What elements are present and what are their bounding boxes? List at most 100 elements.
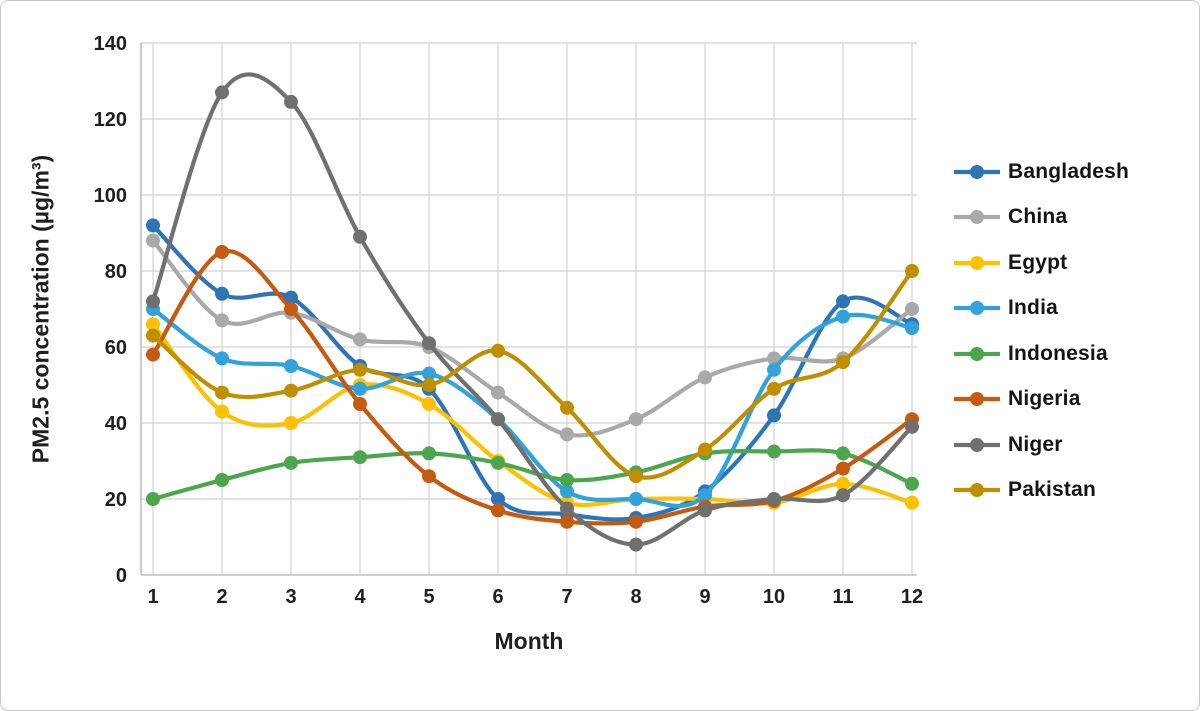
data-point-marker <box>767 351 781 366</box>
legend-label: Pakistan <box>1008 478 1096 502</box>
x-tick-label: 8 <box>630 586 641 608</box>
data-point-marker <box>491 412 505 427</box>
legend-item-indonesia: Indonesia <box>954 331 1129 377</box>
data-point-marker <box>629 412 643 427</box>
x-tick-label: 2 <box>216 586 227 608</box>
axis-lines <box>140 43 917 576</box>
data-point-marker <box>836 461 850 476</box>
data-point-marker <box>215 245 229 259</box>
data-point-marker <box>422 397 436 411</box>
data-point-marker <box>284 455 298 470</box>
data-point-marker <box>284 359 298 373</box>
x-tick-label: 12 <box>901 586 923 608</box>
data-point-marker <box>905 495 919 510</box>
data-point-marker <box>560 484 574 499</box>
data-point-marker <box>146 492 160 506</box>
data-point-marker <box>146 317 160 332</box>
legend-label: China <box>1008 205 1068 229</box>
series-niger <box>146 72 919 552</box>
legend-item-egypt: Egypt <box>954 240 1129 286</box>
data-point-marker <box>146 294 160 309</box>
y-tick-label: 60 <box>105 337 127 359</box>
data-point-marker <box>560 400 574 415</box>
data-point-marker <box>353 397 367 411</box>
x-tick-label: 3 <box>285 586 296 608</box>
data-point-marker <box>491 492 505 506</box>
data-point-marker <box>353 450 367 465</box>
x-tick-label: 5 <box>423 586 434 608</box>
data-point-marker <box>422 469 436 484</box>
data-point-marker <box>767 381 781 396</box>
data-point-marker <box>629 537 643 552</box>
x-tick-label: 9 <box>699 586 710 608</box>
series-india <box>146 302 919 509</box>
data-point-marker <box>146 347 160 362</box>
data-point-marker <box>491 455 505 470</box>
y-tick-label: 20 <box>105 489 127 511</box>
y-tick-label: 120 <box>94 109 127 131</box>
data-point-marker <box>767 492 781 506</box>
data-point-marker <box>353 381 367 396</box>
data-point-marker <box>491 385 505 400</box>
data-point-marker <box>353 229 367 244</box>
legend-swatch-icon <box>954 482 1000 498</box>
data-point-marker <box>284 383 298 398</box>
x-tick-label: 4 <box>354 586 366 608</box>
y-tick-label: 140 <box>94 33 127 55</box>
data-point-marker <box>836 488 850 503</box>
data-point-marker <box>146 218 160 233</box>
legend-item-bangladesh: Bangladesh <box>954 149 1129 195</box>
legend-item-niger: Niger <box>954 422 1129 468</box>
data-point-marker <box>284 416 298 430</box>
data-point-marker <box>146 328 160 343</box>
data-point-marker <box>629 514 643 529</box>
legend-item-nigeria: Nigeria <box>954 377 1129 423</box>
legend-label: Egypt <box>1008 250 1068 274</box>
series-line <box>150 306 915 509</box>
data-point-marker <box>353 332 367 347</box>
x-tick-label: 11 <box>832 586 853 608</box>
y-tick-label: 100 <box>94 185 127 207</box>
data-point-marker <box>284 94 298 109</box>
y-axis-title: PM2.5 concentration (µg/m³) <box>27 154 54 464</box>
data-point-marker <box>560 514 574 529</box>
data-point-marker <box>215 85 229 100</box>
y-tick-label: 0 <box>116 565 127 587</box>
series-line <box>150 238 915 438</box>
legend-item-china: China <box>954 195 1129 241</box>
legend-item-india: India <box>954 286 1129 332</box>
data-point-marker <box>767 362 781 377</box>
data-point-marker <box>284 290 298 305</box>
x-tick-label: 7 <box>561 586 572 608</box>
data-point-marker <box>767 408 781 423</box>
data-point-marker <box>905 476 919 491</box>
data-point-marker <box>215 385 229 400</box>
data-point-marker <box>560 473 574 487</box>
data-point-marker <box>215 351 229 366</box>
y-tick-label: 40 <box>105 413 127 435</box>
data-point-marker <box>698 370 712 385</box>
data-point-marker <box>284 302 298 316</box>
data-point-marker <box>422 336 436 351</box>
data-point-marker <box>560 427 574 442</box>
series-pakistan <box>146 264 919 484</box>
data-point-marker <box>629 469 643 484</box>
data-point-marker <box>836 446 850 461</box>
legend-label: India <box>1008 296 1059 320</box>
data-point-marker <box>905 419 919 434</box>
legend-swatch-icon <box>954 164 1000 180</box>
data-point-marker <box>836 355 850 370</box>
legend-label: Niger <box>1008 432 1063 456</box>
data-point-marker <box>698 442 712 457</box>
data-point-marker <box>905 321 919 335</box>
data-point-marker <box>422 378 436 392</box>
data-point-marker <box>422 446 436 461</box>
data-point-marker <box>215 473 229 487</box>
legend-swatch-icon <box>954 209 1000 225</box>
legend-label: Indonesia <box>1008 341 1108 365</box>
y-tick-label: 80 <box>105 261 127 283</box>
legend-swatch-icon <box>954 255 1000 271</box>
